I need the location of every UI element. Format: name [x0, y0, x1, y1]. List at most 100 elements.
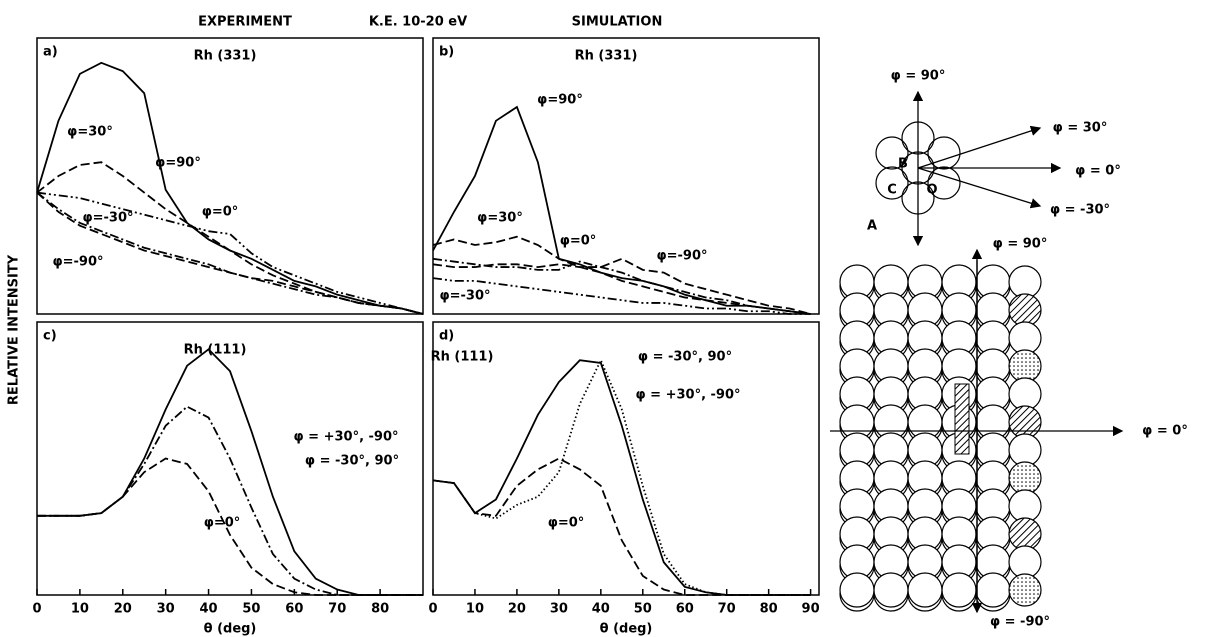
- atom: [907, 572, 943, 608]
- atom: [875, 136, 909, 170]
- atom: [873, 572, 909, 608]
- x-axis-label: θ (deg): [600, 622, 653, 637]
- plot-frame: [432, 321, 820, 596]
- diagram-label: φ = 30°: [1053, 121, 1108, 136]
- diagram-label: C: [887, 183, 897, 198]
- x-tick-label: 80: [371, 602, 389, 617]
- panel-label: d): [439, 329, 454, 344]
- x-tick-label: 50: [242, 602, 260, 617]
- data-line: [432, 457, 811, 596]
- data-line: [36, 61, 424, 315]
- series-label: φ=-30°: [439, 289, 490, 304]
- x-tick-label: 10: [71, 602, 89, 617]
- series-label: φ = -30°, 90°: [305, 454, 399, 469]
- diagram-label: φ = 90°: [993, 237, 1048, 252]
- step-atom: [1008, 517, 1042, 551]
- data-line: [36, 191, 424, 315]
- direction-arrow: [917, 125, 1042, 169]
- unit-cell: [954, 383, 970, 455]
- diagram-label: B: [898, 157, 908, 172]
- atom: [1008, 265, 1042, 299]
- header-center: K.E. 10-20 eV: [369, 15, 467, 30]
- step-atom: [1008, 293, 1042, 327]
- series-label: φ=90°: [155, 156, 201, 171]
- diagram-label: φ = -90°: [990, 615, 1050, 630]
- x-tick-label: 50: [634, 602, 652, 617]
- diagram-label: A: [867, 219, 877, 234]
- x-tick-label: 10: [466, 602, 484, 617]
- series-label: φ=-90°: [656, 249, 707, 264]
- x-axis-label: θ (deg): [204, 622, 257, 637]
- x-tick-label: 70: [718, 602, 736, 617]
- diagram-label: φ = -30°: [1050, 203, 1110, 218]
- x-tick-label: 20: [508, 602, 526, 617]
- x-tick-label: 30: [157, 602, 175, 617]
- header-right: SIMULATION: [572, 15, 663, 30]
- x-tick-label: 60: [285, 602, 303, 617]
- plot-frame: [36, 321, 424, 596]
- series-label: φ=0°: [202, 205, 239, 220]
- atom: [1008, 489, 1042, 523]
- y-axis-label: RELATIVE INTENSITY: [7, 254, 22, 405]
- x-tick-label: 0: [32, 602, 41, 617]
- series-label: φ=0°: [560, 234, 597, 249]
- panel-subtitle: Rh (111): [431, 350, 494, 365]
- atom: [1008, 545, 1042, 579]
- x-tick-label: 30: [550, 602, 568, 617]
- atom: [1008, 433, 1042, 467]
- atom: [839, 572, 875, 608]
- x-tick-label: 40: [592, 602, 610, 617]
- step-atom: [1008, 349, 1042, 383]
- atom: [1008, 377, 1042, 411]
- data-line: [432, 257, 811, 315]
- series-label: φ=90°: [537, 93, 583, 108]
- x-tick-label: 40: [200, 602, 218, 617]
- series-label: φ=-90°: [52, 255, 103, 270]
- x-tick-label: 70: [328, 602, 346, 617]
- diagram-label: φ = 90°: [891, 69, 946, 84]
- diagram-label: O: [926, 183, 937, 198]
- series-label: φ = -30°, 90°: [638, 350, 732, 365]
- step-atom: [1008, 573, 1042, 607]
- diagram-label: φ = 0°: [1142, 424, 1188, 439]
- diagram-label: φ = 0°: [1075, 164, 1121, 179]
- series-label: φ=30°: [477, 211, 523, 226]
- series-label: φ=-30°: [82, 211, 133, 226]
- header-left: EXPERIMENT: [198, 15, 292, 30]
- x-tick-label: 0: [428, 602, 437, 617]
- x-tick-label: 90: [802, 602, 820, 617]
- x-tick-label: 20: [114, 602, 132, 617]
- series-label: φ = +30°, -90°: [293, 430, 398, 445]
- data-line: [432, 277, 811, 315]
- plot-frame: [432, 37, 820, 315]
- atom: [875, 166, 909, 200]
- atom: [927, 136, 961, 170]
- data-line: [37, 348, 423, 596]
- series-label: φ = +30°, -90°: [635, 388, 740, 403]
- plot-frame: [36, 37, 424, 315]
- panel-subtitle: Rh (331): [575, 49, 638, 64]
- panel-subtitle: Rh (111): [184, 343, 247, 358]
- step-atom: [1008, 461, 1042, 495]
- x-tick-label: 60: [676, 602, 694, 617]
- series-label: φ=30°: [67, 125, 113, 140]
- data-line: [36, 161, 424, 315]
- direction-arrow: [917, 167, 1042, 209]
- atom: [1008, 321, 1042, 355]
- panel-label: a): [43, 45, 58, 60]
- data-line: [36, 191, 424, 315]
- panel-label: b): [439, 45, 454, 60]
- x-tick-label: 80: [760, 602, 778, 617]
- step-atom: [1008, 405, 1042, 439]
- atom: [927, 166, 961, 200]
- series-label: φ=0°: [204, 516, 241, 531]
- data-line: [432, 359, 811, 596]
- atom: [941, 572, 977, 608]
- data-line: [432, 358, 811, 596]
- panel-subtitle: Rh (331): [194, 49, 257, 64]
- data-line: [37, 457, 423, 596]
- atom: [975, 572, 1011, 608]
- series-label: φ=0°: [548, 516, 585, 531]
- panel-label: c): [43, 329, 57, 344]
